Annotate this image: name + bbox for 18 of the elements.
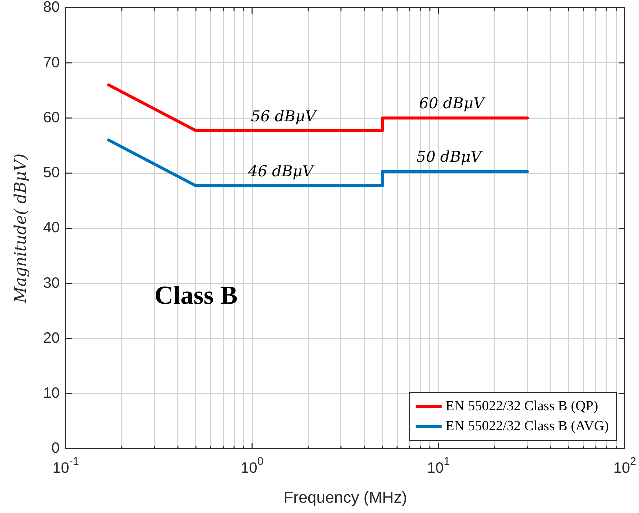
x-axis-title: Frequency (MHz) — [284, 490, 408, 507]
annotation: 60 dBμV — [419, 94, 487, 113]
y-tick-label: 70 — [43, 54, 60, 72]
y-tick-label: 0 — [52, 440, 60, 458]
annotation: Class B — [154, 281, 238, 310]
annotation: 46 dBμV — [247, 162, 316, 180]
annotation: 50 dBμV — [416, 148, 484, 166]
y-tick-label: 10 — [43, 385, 60, 402]
annotation: 56 dBμV — [251, 107, 318, 126]
y-tick-label: 50 — [43, 164, 60, 182]
y-tick-label: 40 — [43, 220, 60, 237]
y-tick-label: 60 — [43, 109, 60, 126]
legend-label: EN 55022/32 Class B (QP) — [446, 400, 599, 415]
y-axis-title: Magnitude( dBμV) — [11, 154, 30, 304]
y-tick-label: 30 — [43, 274, 60, 292]
legend-label: EN 55022/32 Class B (AVG) — [446, 420, 610, 435]
y-tick-label: 20 — [43, 330, 60, 347]
y-tick-label: 80 — [43, 0, 60, 16]
